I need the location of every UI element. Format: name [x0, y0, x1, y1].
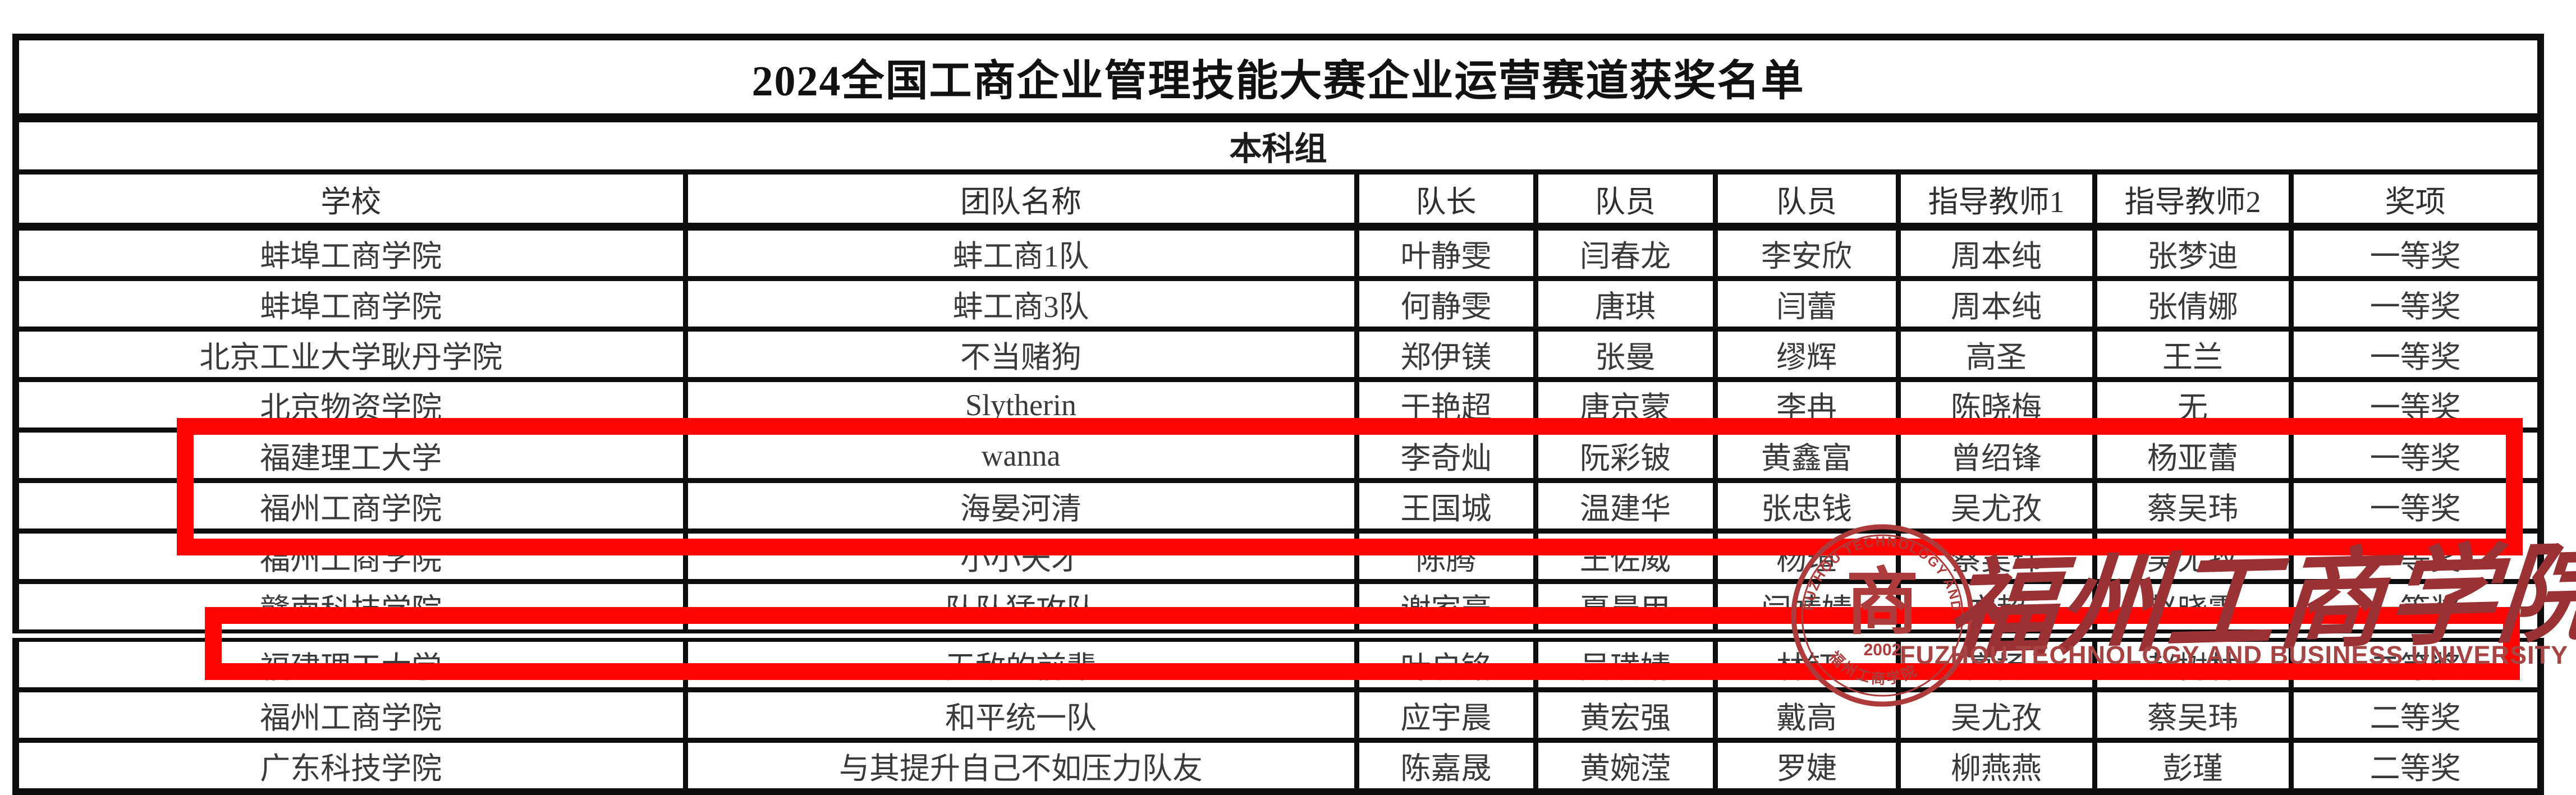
cell-member2: 缪辉 [1712, 327, 1901, 382]
cell-school: 福州工商学院 [13, 529, 688, 584]
group-label: 本科组 [13, 115, 2543, 174]
seal-outer-ring [1791, 524, 1974, 707]
cell-member1: 闫春龙 [1533, 224, 1718, 281]
cell-award: 二等奖 [2288, 687, 2543, 743]
cell-captain: 陈腾 [1354, 529, 1538, 584]
cell-team: 海晏河清 [682, 478, 1359, 534]
col-header-advisor2: 指导教师2 [2092, 169, 2294, 231]
cell-team: 不当赌狗 [682, 327, 1359, 382]
seal-logo-glyph: 商 [1846, 563, 1919, 644]
table-row: 本科组 [13, 115, 2543, 174]
cell-school: 蚌埠工商学院 [13, 276, 688, 332]
table-row: 福州工商学院 小小天才 陈腾 王佐威 杨瑄 蔡吴玮 吴尤孜 一等奖 [13, 529, 2543, 584]
cell-member1: 温建华 [1533, 478, 1718, 534]
cell-member2: 罗婕 [1712, 738, 1901, 794]
table-row: 2024全国工商企业管理技能大赛企业运营赛道获奖名单 [13, 34, 2543, 122]
cell-team: 与其提升自己不如压力队友 [682, 738, 1359, 794]
cell-member1: 黄宏强 [1533, 687, 1718, 743]
col-header-member2: 队员 [1712, 169, 1901, 231]
cell-advisor2: 张梦迪 [2092, 224, 2294, 281]
col-header-advisor1: 指导教师1 [1895, 169, 2097, 231]
cell-member1: 黄婉滢 [1533, 738, 1718, 794]
cell-advisor2: 王兰 [2092, 327, 2294, 382]
highlight-box-rows-6-7 [177, 418, 2523, 555]
seal-year: 2002 [1864, 641, 1901, 659]
seal-inner-ring [1801, 534, 1964, 697]
table-row: 广东科技学院 与其提升自己不如压力队友 陈嘉晟 黄婉滢 罗婕 柳燕燕 彭瑾 二等… [13, 738, 2543, 794]
cell-team: 蚌工商3队 [682, 276, 1359, 332]
university-calligraphy: 福州工商学院 [1943, 534, 2576, 671]
page: { "title": "2024全国工商企业管理技能大赛企业运营赛道获奖名单",… [12, 34, 2576, 795]
cell-captain: 陈嘉晟 [1354, 738, 1538, 794]
award-table: 2024全国工商企业管理技能大赛企业运营赛道获奖名单 本科组 学校 团队名称 队… [12, 34, 2544, 795]
cell-member1: 唐琪 [1533, 276, 1718, 332]
university-name-en: FUZHOU TECHNOLOGY AND BUSINESS UNIVERSIT… [1900, 641, 2569, 669]
table-row: 福建理工大学 wanna 李奇灿 阮彩铍 黄鑫富 曾绍锋 杨亚蕾 一等奖 [13, 428, 2543, 483]
cell-member2: 张忠钱 [1712, 478, 1901, 534]
cell-advisor2: 彭瑾 [2092, 738, 2294, 794]
university-seal-stamp: FUZHOU TECHNOLOGY AND BUSINESS UNIVERSIT… [1787, 521, 1974, 707]
table-header-row: 学校 团队名称 队长 队员 队员 指导教师1 指导教师2 奖项 [13, 169, 2543, 231]
cell-captain: 郑伊镁 [1354, 327, 1538, 382]
cell-award: 一等奖 [2288, 478, 2543, 534]
cell-advisor2: 张倩娜 [2092, 276, 2294, 332]
cell-member1: 阮彩铍 [1533, 428, 1718, 483]
cell-advisor1: 周本纯 [1895, 224, 2097, 281]
cell-captain: 李奇灿 [1354, 428, 1538, 483]
cell-team: 和平统一队 [682, 687, 1359, 743]
cell-school: 福建理工大学 [13, 633, 688, 692]
cell-school: 北京工业大学耿丹学院 [13, 327, 688, 382]
cell-award: 一等奖 [2288, 327, 2543, 382]
table-row: 蚌埠工商学院 蚌工商1队 叶静雯 闫春龙 李安欣 周本纯 张梦迪 一等奖 [13, 224, 2543, 281]
cell-school: 福州工商学院 [13, 478, 688, 534]
cell-school: 广东科技学院 [13, 738, 688, 794]
table-row: 福州工商学院 海晏河清 王国城 温建华 张忠钱 吴尤孜 蔡吴玮 一等奖 [13, 478, 2543, 534]
cell-team: 蚌工商1队 [682, 224, 1359, 281]
cell-advisor1: 高扬 [1895, 633, 2097, 692]
cell-advisor1: 高圣 [1895, 327, 2097, 382]
cell-advisor1: 吴尤孜 [1895, 478, 2097, 534]
cell-award: 一等奖 [2288, 276, 2543, 332]
cell-captain: 王国城 [1354, 478, 1538, 534]
cell-school: 福州工商学院 [13, 687, 688, 743]
col-header-team: 团队名称 [682, 169, 1359, 231]
col-header-member1: 队员 [1533, 169, 1718, 231]
cell-advisor2: 蔡吴玮 [2092, 478, 2294, 534]
cell-member2: 李安欣 [1712, 224, 1901, 281]
cell-advisor1: 曾绍锋 [1895, 428, 2097, 483]
cell-advisor2: 杨亚蕾 [2092, 428, 2294, 483]
cell-award: 一等奖 [2288, 428, 2543, 483]
highlight-box-row-10 [205, 607, 2520, 680]
col-header-school: 学校 [13, 169, 688, 231]
col-header-award: 奖项 [2288, 169, 2543, 231]
cell-captain: 应宇晨 [1354, 687, 1538, 743]
cell-advisor1: 周本纯 [1895, 276, 2097, 332]
col-header-captain: 队长 [1354, 169, 1538, 231]
cell-captain: 何静雯 [1354, 276, 1538, 332]
cell-award: 二等奖 [2288, 738, 2543, 794]
table-row: 北京工业大学耿丹学院 不当赌狗 郑伊镁 张曼 缪辉 高圣 王兰 一等奖 [13, 327, 2543, 382]
table-row: 蚌埠工商学院 蚌工商3队 何静雯 唐琪 闫蕾 周本纯 张倩娜 一等奖 [13, 276, 2543, 332]
cell-member2: 闫蕾 [1712, 276, 1901, 332]
cell-advisor1: 柳燕燕 [1895, 738, 2097, 794]
page-title: 2024全国工商企业管理技能大赛企业运营赛道获奖名单 [13, 34, 2543, 122]
cell-school: 蚌埠工商学院 [13, 224, 688, 281]
cell-award: 一等奖 [2288, 224, 2543, 281]
cell-captain: 叶静雯 [1354, 224, 1538, 281]
cell-member1: 张曼 [1533, 327, 1718, 382]
